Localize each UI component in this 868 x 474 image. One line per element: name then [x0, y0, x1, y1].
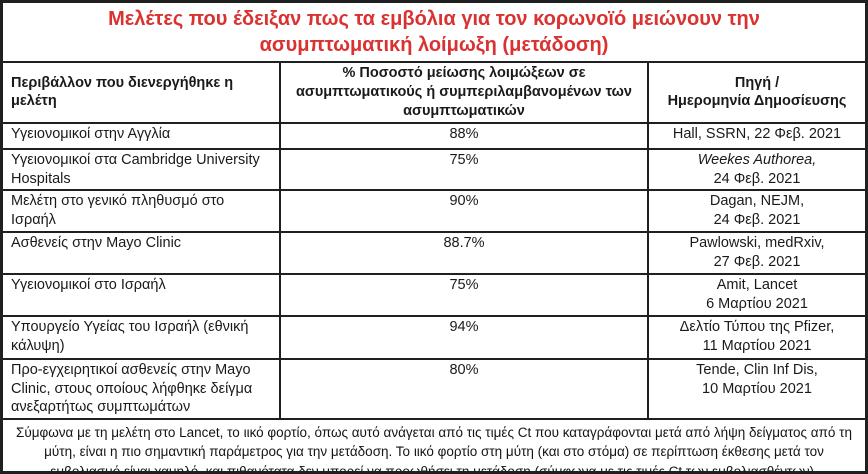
source-line: Amit, Lancet	[716, 277, 798, 294]
study-setting-cell: Υγειονομικοί στο Ισραήλ	[3, 273, 281, 317]
column-header-source: Πηγή / Ημερομηνία Δημοσίευσης	[647, 62, 865, 124]
table-row: Υγειονομικοί στα Cambridge University Ho…	[3, 147, 865, 192]
source-line: 10 Μαρτίου 2021	[702, 380, 812, 397]
reduction-cell: 94%	[279, 314, 649, 360]
column-header-source-line2: Ημερομηνία Δημοσίευσης	[667, 93, 847, 110]
source-line: Pawlowski, medRxiv,	[689, 235, 825, 252]
source-line: 6 Μαρτίου 2021	[706, 295, 808, 312]
table-row: Υπουργείο Υγείας του Ισραήλ (εθνική κάλυ…	[3, 314, 865, 360]
source-line: Tende, Clin Inf Dis,	[696, 361, 818, 378]
study-setting-cell: Προ-εγχειρητικοί ασθενείς στην Mayo Clin…	[3, 357, 281, 420]
table-row: Υγειονομικοί στην Αγγλία 88% Hall, SSRN,…	[3, 121, 865, 150]
page-title: Μελέτες που έδειξαν πως τα εμβόλια για τ…	[3, 3, 865, 64]
table-header-row: Περιβάλλον που διενεργήθηκε η μελέτη % Π…	[3, 62, 865, 124]
reduction-cell: 75%	[279, 273, 649, 317]
column-header-setting: Περιβάλλον που διενεργήθηκε η μελέτη	[3, 62, 281, 124]
reduction-cell: 88.7%	[279, 231, 649, 276]
source-cell: Δελτίο Τύπου της Pfizer, 11 Μαρτίου 2021	[647, 314, 865, 360]
source-line: Dagan, NEJM,	[709, 193, 805, 210]
source-line: 11 Μαρτίου 2021	[702, 337, 812, 354]
source-cell: Tende, Clin Inf Dis, 10 Μαρτίου 2021	[647, 357, 865, 420]
table-row: Υγειονομικοί στο Ισραήλ 75% Amit, Lancet…	[3, 273, 865, 317]
source-cell: Pawlowski, medRxiv, 27 Φεβ. 2021	[647, 231, 865, 276]
source-cell: Hall, SSRN, 22 Φεβ. 2021	[647, 121, 865, 150]
source-line: 27 Φεβ. 2021	[713, 253, 801, 270]
source-line: Δελτίο Τύπου της Pfizer,	[679, 318, 835, 335]
study-setting-cell: Υγειονομικοί στην Αγγλία	[3, 121, 281, 150]
source-line: 24 Φεβ. 2021	[713, 212, 801, 229]
table-row: Μελέτη στο γενικό πληθυσμό στο Ισραήλ 90…	[3, 189, 865, 234]
column-header-source-line1: Πηγή /	[734, 74, 780, 91]
study-setting-cell: Υπουργείο Υγείας του Ισραήλ (εθνική κάλυ…	[3, 314, 281, 360]
footnotes: Σύμφωνα με τη μελέτη στο Lancet, το ιικό…	[3, 418, 865, 474]
study-setting-cell: Ασθενείς στην Mayo Clinic	[3, 231, 281, 276]
reduction-cell: 80%	[279, 357, 649, 420]
study-setting-cell: Υγειονομικοί στα Cambridge University Ho…	[3, 147, 281, 192]
source-cell: Amit, Lancet 6 Μαρτίου 2021	[647, 273, 865, 317]
reduction-cell: 88%	[279, 121, 649, 150]
reduction-cell: 90%	[279, 189, 649, 234]
source-cell: Dagan, NEJM, 24 Φεβ. 2021	[647, 189, 865, 234]
studies-table: Περιβάλλον που διενεργήθηκε η μελέτη % Π…	[3, 62, 865, 420]
footnote-viral-load: Σύμφωνα με τη μελέτη στο Lancet, το ιικό…	[16, 425, 852, 474]
study-setting-cell: Μελέτη στο γενικό πληθυσμό στο Ισραήλ	[3, 189, 281, 234]
source-line: Weekes Authorea,	[697, 151, 817, 168]
source-line: Hall, SSRN, 22 Φεβ. 2021	[672, 125, 842, 142]
table-row: Ασθενείς στην Mayo Clinic 88.7% Pawlowsk…	[3, 231, 865, 276]
source-line: 24 Φεβ. 2021	[713, 170, 801, 187]
reduction-cell: 75%	[279, 147, 649, 192]
column-header-reduction: % Ποσοστό μείωσης λοιμώξεων σε ασυμπτωμα…	[279, 62, 649, 124]
table-row: Προ-εγχειρητικοί ασθενείς στην Mayo Clin…	[3, 357, 865, 420]
source-cell: Weekes Authorea, 24 Φεβ. 2021	[647, 147, 865, 192]
